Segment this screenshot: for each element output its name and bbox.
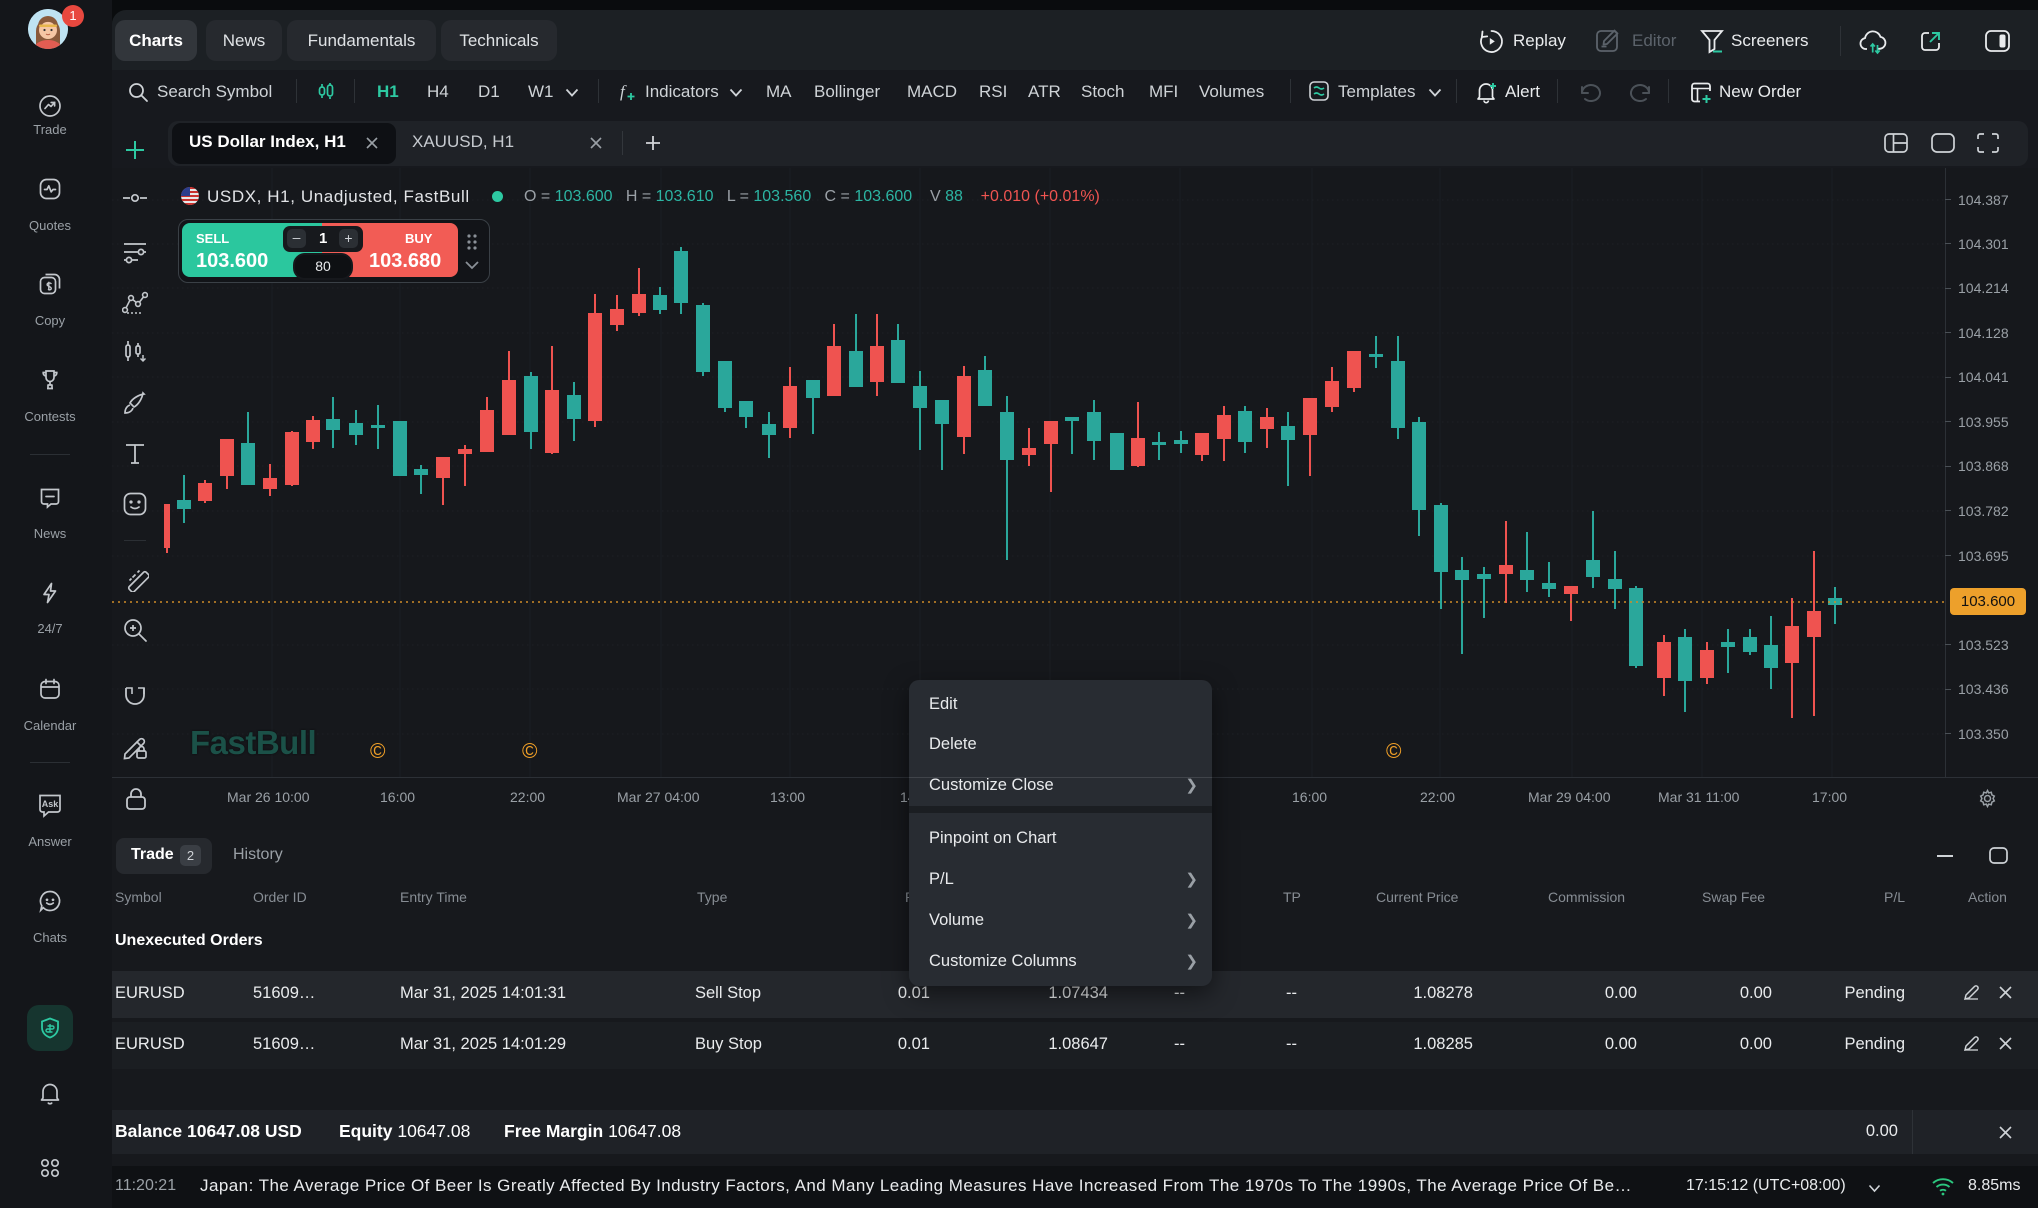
svg-text:Ask: Ask [42, 799, 60, 809]
svg-text:f: f [620, 82, 627, 101]
